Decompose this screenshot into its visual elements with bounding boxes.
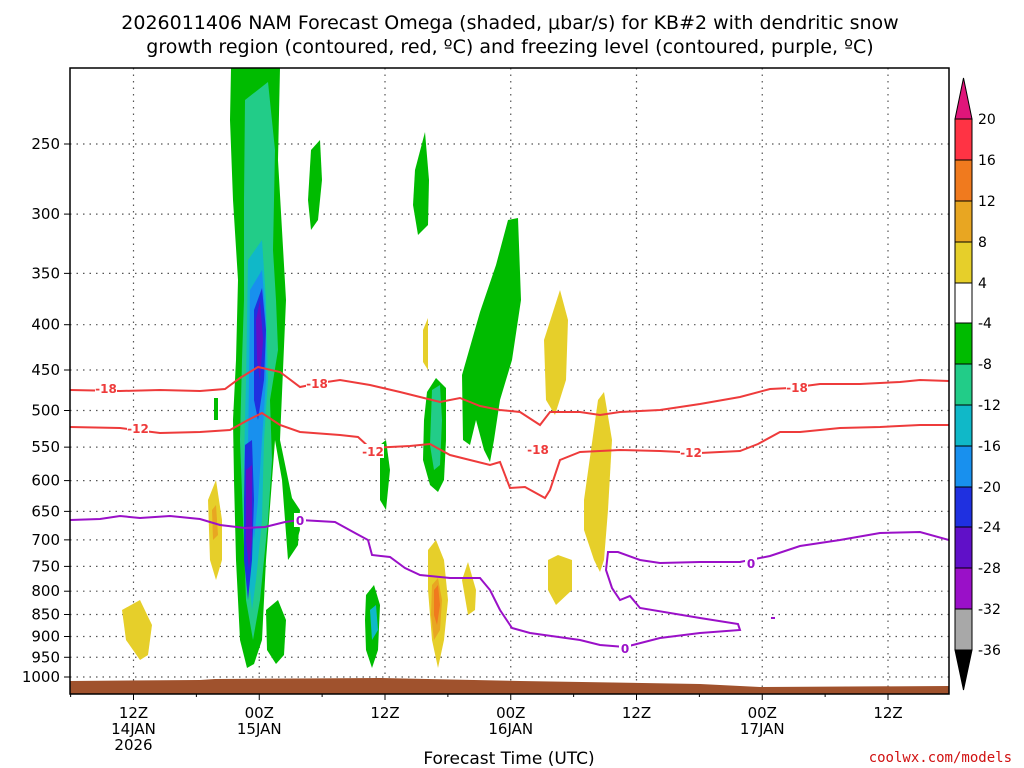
colorbar-swatch [954,363,973,406]
contour-label-neg18: -18 [95,382,117,396]
colorbar-label: 8 [978,235,987,251]
contour-label-neg18: -18 [306,377,328,391]
omega-area-neg24 [256,300,263,380]
colorbar-label: 4 [978,276,987,292]
colorbar-label: 12 [978,194,996,210]
x-tick-label: 2026 [114,736,152,754]
x-tick-label: 12Z [370,704,399,722]
chart-title: 2026011406 NAM Forecast Omega (shaded, μ… [121,12,898,34]
y-tick-label: 350 [31,264,60,282]
x-axis-label: Forecast Time (UTC) [423,749,594,768]
colorbar-swatch [954,118,973,161]
colorbar-label: -8 [978,357,992,373]
site-credit: coolwx.com/models [869,750,1012,766]
colorbar-swatch [954,200,973,243]
contour-label-zero: 0 [296,514,304,528]
contour-label-zero: 0 [747,557,755,571]
colorbar-label: -16 [978,439,1001,455]
omega-area-pos4 [423,318,428,370]
omega-area-pos4 [548,555,572,605]
plot-frame [69,67,950,695]
colorbar-label: -20 [978,480,1001,496]
omega-area-neg4 [266,600,286,664]
omega-area-pos4 [584,392,612,572]
colorbar-label: -28 [978,561,1001,577]
omega-area-pos4 [462,562,476,615]
y-tick-label: 750 [31,557,60,575]
x-tick-label: 00Z [496,704,525,722]
contour-label-neg18: -18 [527,443,549,457]
y-tick-label: 600 [31,472,60,490]
y-axis: 250 300 350 400 450 500 550 600 650 700 750 800 850 9… [22,135,70,686]
contour-lines [70,365,949,649]
contour-line-neg12 [70,411,949,500]
colorbar-swatch [954,445,973,488]
y-tick-label: 800 [31,582,60,600]
colorbar-swatch [954,486,973,528]
contour-label-zero: 0 [621,642,629,656]
contour-line-neg18 [70,365,949,427]
omega-area-neg4 [413,132,429,235]
colorbar-swatch [954,526,973,569]
contour-line-zero [70,514,949,649]
y-tick-label: 1000 [22,668,60,686]
omega-area-neg12 [370,605,378,640]
omega-area-neg4 [462,218,521,462]
omega-area-neg4 [308,140,322,230]
y-tick-label: 700 [31,531,60,549]
colorbar-arrow-top [954,77,973,120]
x-tick-label: 12Z [873,704,902,722]
x-tick-label: 16JAN [488,720,533,738]
omega-area-pos4 [122,600,152,660]
omega-area-neg24 [246,465,252,570]
colorbar-swatch [954,608,973,651]
omega-area-pos12 [434,585,440,625]
colorbar-label: -36 [978,643,1001,659]
y-tick-label: 650 [31,502,60,520]
y-tick-label: 250 [31,135,60,153]
y-tick-label: 850 [31,606,60,624]
omega-area-neg4 [214,398,218,420]
contour-labels: -18 -18 -18 -18 -12 -12 -12 0 0 0 [95,376,808,656]
x-tick-label: 12Z [119,704,148,722]
colorbar-swatch [954,282,973,324]
y-tick-label: 500 [31,402,60,420]
omega-area-pos4 [544,290,568,415]
colorbar-label: -12 [978,398,1001,414]
contour-label-neg12: -12 [362,445,384,459]
y-tick-label: 950 [31,648,60,666]
x-tick-label: 00Z [748,704,777,722]
ground-terrain [70,678,949,694]
chart-subtitle: growth region (contoured, red, ºC) and f… [146,36,873,58]
y-tick-label: 900 [31,627,60,645]
colorbar-swatch [954,159,973,202]
contour-label-neg12: -12 [680,446,702,460]
plot-area [70,68,949,694]
x-tick-label: 14JAN [111,720,156,738]
y-tick-label: 300 [31,205,60,223]
x-tick-label: 12Z [622,704,651,722]
colorbar-label: -24 [978,520,1001,536]
colorbar-label: 20 [978,112,996,128]
colorbar-label: -32 [978,602,1001,618]
colorbar-label: 16 [978,153,996,169]
x-tick-label: 00Z [245,704,274,722]
colorbar-swatch [954,322,973,365]
x-tick-label: 17JAN [740,720,785,738]
x-tick-label: 15JAN [237,720,282,738]
y-tick-label: 450 [31,361,60,379]
y-tick-label: 550 [31,438,60,456]
y-tick-label: 400 [31,316,60,334]
colorbar: 20 16 12 8 4 -4 -8 -12 -16 -20 -24 -28 -32 -36 [954,77,1001,691]
colorbar-swatch [954,404,973,447]
contour-label-neg12: -12 [127,422,149,436]
colorbar-swatch [954,241,973,284]
contour-label-neg18: -18 [786,381,808,395]
colorbar-label: -4 [978,316,992,332]
colorbar-arrow-bottom [954,649,973,691]
colorbar-swatch [954,567,973,610]
